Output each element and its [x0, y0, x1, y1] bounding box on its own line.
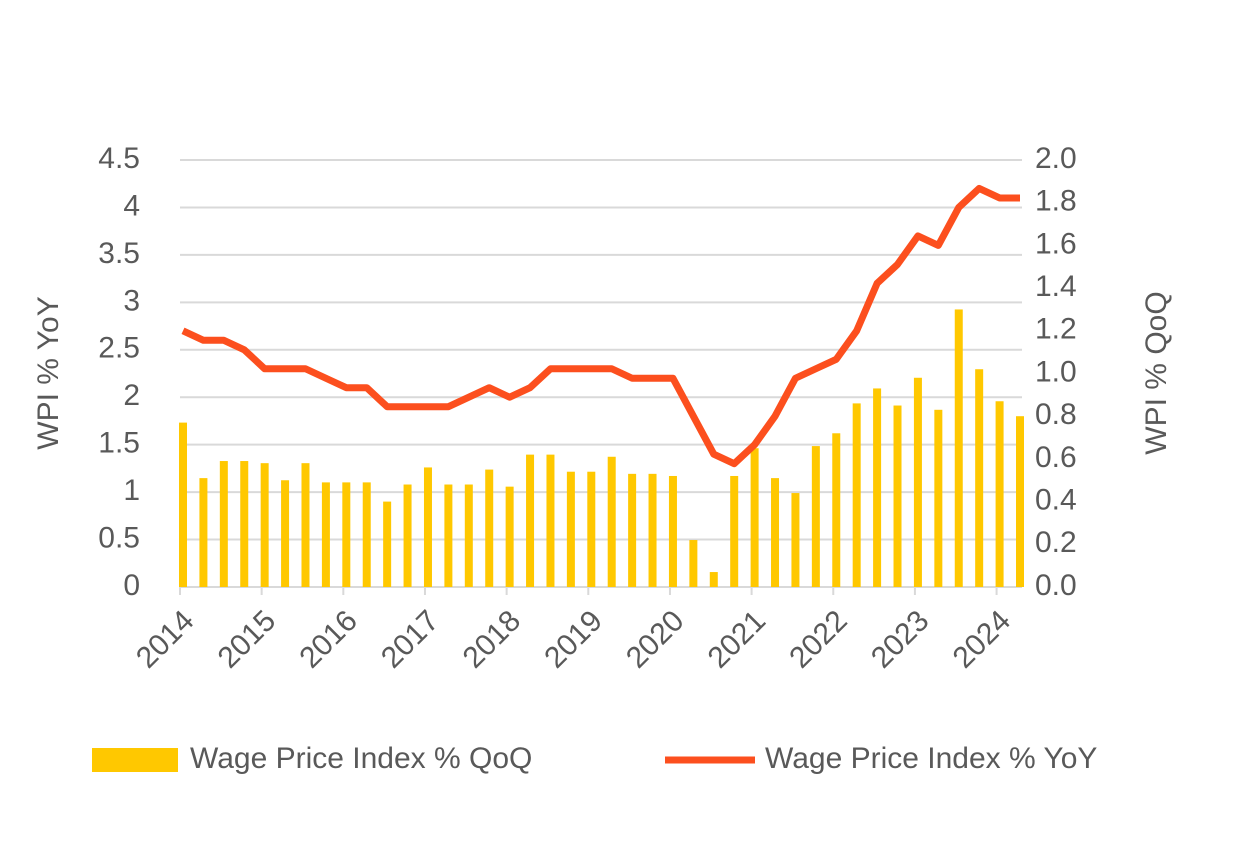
- legend-label: Wage Price Index % YoY: [765, 742, 1097, 775]
- bar: [873, 388, 882, 587]
- y-tick-label: 3: [123, 284, 140, 317]
- bar: [852, 403, 861, 587]
- x-tick-label: 2020: [620, 604, 691, 675]
- bar: [321, 482, 330, 587]
- x-tick-label: 2024: [947, 604, 1018, 675]
- y2-tick-label: 1.4: [1035, 270, 1077, 303]
- y-tick-label: 4.5: [98, 142, 140, 175]
- y2-tick-label: 0.4: [1035, 484, 1077, 517]
- x-tick-label: 2022: [783, 604, 854, 675]
- y-tick-label: 1.5: [98, 427, 140, 460]
- bar: [811, 446, 820, 587]
- y2-tick-label: 2.0: [1035, 142, 1077, 175]
- y2-tick-label: 1.0: [1035, 355, 1077, 388]
- y-tick-label: 2: [123, 379, 140, 412]
- bar: [934, 409, 943, 587]
- bar: [526, 454, 535, 587]
- legend-label: Wage Price Index % QoQ: [190, 742, 532, 775]
- y2-tick-label: 0.6: [1035, 441, 1077, 474]
- y2-tick-label: 1.8: [1035, 185, 1077, 218]
- y2-tick-label: 1.6: [1035, 227, 1077, 260]
- x-tick-label: 2021: [702, 604, 773, 675]
- bar: [995, 401, 1004, 587]
- bar: [689, 540, 698, 587]
- y-tick-label: 2.5: [98, 332, 140, 365]
- bar: [219, 461, 228, 587]
- y2-tick-label: 0.8: [1035, 398, 1077, 431]
- bar: [709, 572, 718, 587]
- y2-tick-label: 0.0: [1035, 569, 1077, 602]
- y-tick-label: 3.5: [98, 237, 140, 270]
- bar: [1016, 416, 1024, 587]
- bar: [954, 309, 963, 587]
- bar: [791, 493, 800, 587]
- bar: [301, 463, 310, 587]
- bar: [240, 461, 249, 587]
- bar: [362, 482, 371, 587]
- y-axis-title: WPI % YoY: [32, 296, 65, 449]
- y-tick-label: 4: [123, 189, 140, 222]
- bar: [566, 471, 575, 587]
- bar: [342, 482, 351, 587]
- x-tick-label: 2023: [865, 604, 936, 675]
- bar: [383, 501, 392, 587]
- bar: [668, 475, 677, 587]
- bar: [648, 473, 657, 587]
- bar: [607, 456, 616, 587]
- bar: [750, 448, 759, 587]
- x-tick-label: 2015: [212, 604, 283, 675]
- bar: [199, 478, 208, 587]
- x-tick-label: 2018: [457, 604, 528, 675]
- line: [181, 184, 1020, 468]
- bar: [913, 377, 922, 587]
- bar: [281, 480, 290, 587]
- y2-tick-label: 1.2: [1035, 313, 1077, 346]
- y-tick-label: 0: [123, 569, 140, 602]
- bar: [893, 405, 902, 587]
- legend-swatch: [92, 748, 178, 772]
- bar: [403, 484, 412, 587]
- x-tick-label: 2019: [538, 604, 609, 675]
- bar: [587, 471, 596, 587]
- bar: [546, 454, 555, 587]
- y2-tick-label: 0.2: [1035, 526, 1077, 559]
- bar: [505, 486, 514, 587]
- y2-axis-title: WPI % QoQ: [1140, 291, 1173, 454]
- bar: [975, 369, 984, 587]
- bar: [485, 469, 494, 587]
- x-tick-label: 2016: [293, 604, 364, 675]
- y-tick-label: 1: [123, 474, 140, 507]
- bar: [730, 475, 739, 587]
- bar: [832, 433, 841, 587]
- bar: [260, 463, 269, 587]
- bar: [179, 422, 187, 587]
- x-tick-label: 2014: [130, 604, 201, 675]
- bar: [423, 467, 432, 587]
- x-tick-label: 2017: [375, 604, 446, 675]
- bar: [771, 478, 780, 587]
- bar: [464, 484, 473, 587]
- bar: [444, 484, 453, 587]
- bar: [628, 473, 637, 587]
- y-tick-label: 0.5: [98, 521, 140, 554]
